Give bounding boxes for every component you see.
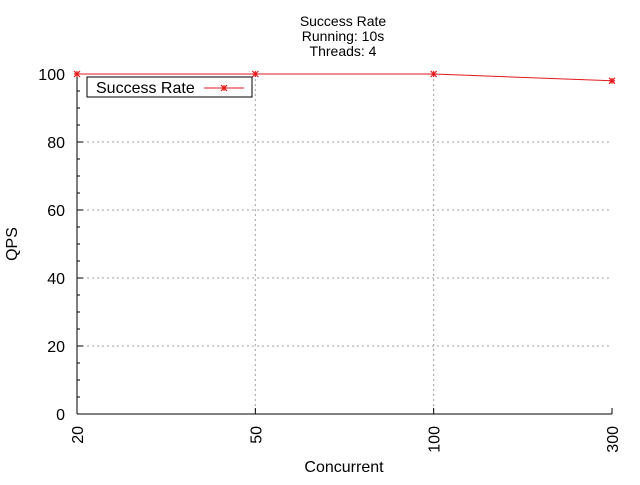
y-tick-label: 20 <box>47 339 65 356</box>
series-line <box>77 73 613 82</box>
title-line-1: Success Rate <box>300 13 387 29</box>
title-line-3: Threads: 4 <box>310 43 377 59</box>
data-point <box>430 70 438 78</box>
legend-entry-label: Success Rate <box>96 80 195 97</box>
y-tick-label: 80 <box>47 135 65 152</box>
x-axis-label: Concurrent <box>304 459 384 476</box>
data-point <box>251 70 259 78</box>
grid <box>77 74 612 414</box>
y-axis-ticks: 0 20 40 60 80 100 <box>38 67 83 424</box>
y-tick-label: 100 <box>38 67 65 84</box>
y-tick-label: 60 <box>47 203 65 220</box>
x-tick-label: 300 <box>605 426 622 453</box>
legend-box <box>86 76 253 98</box>
x-tick-label: 100 <box>427 426 444 453</box>
axes <box>76 74 612 415</box>
data-point <box>73 70 81 78</box>
data-point <box>608 77 616 85</box>
y-tick-label: 0 <box>56 407 65 424</box>
legend-marker <box>220 84 228 92</box>
legend-star-marker <box>220 84 228 92</box>
legend: Success Rate <box>86 76 253 98</box>
chart-title: Success Rate Running: 10s Threads: 4 <box>300 13 387 59</box>
y-axis-label: QPS <box>4 227 21 261</box>
y-tick-label: 40 <box>47 271 65 288</box>
x-axis-ticks: 20 50 100 300 <box>70 408 622 453</box>
x-tick-label: 50 <box>248 426 265 444</box>
title-line-2: Running: 10s <box>302 28 385 44</box>
series-group <box>73 70 616 85</box>
x-tick-label: 20 <box>70 426 87 444</box>
